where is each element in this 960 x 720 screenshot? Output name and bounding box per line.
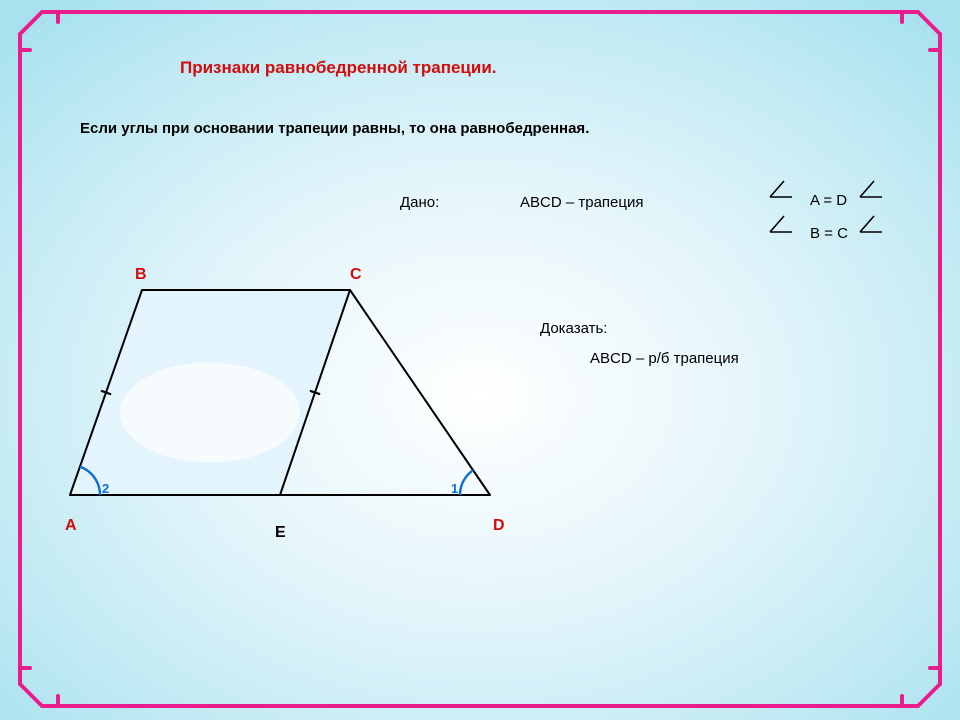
theorem-text: Если углы при основании трапеции равны, … [80,120,589,137]
given-label: Дано: [400,194,439,211]
svg-text:B: B [135,266,147,283]
svg-text:2: 2 [102,481,109,496]
trapezoid-diagram: A B C D E 2 1 [50,255,530,545]
given-text: ABCD – трапеция [520,194,643,211]
prove-label: Доказать: [540,320,607,337]
svg-text:E: E [275,524,286,541]
svg-text:1: 1 [451,481,458,496]
prove-text: ABCD – р/б трапеция [590,350,739,367]
svg-text:A: A [65,517,77,534]
svg-text:D: D [493,517,505,534]
slide-title: Признаки равнобедренной трапеции. [180,58,497,78]
svg-text:C: C [350,266,362,283]
angle-icons [760,175,930,255]
